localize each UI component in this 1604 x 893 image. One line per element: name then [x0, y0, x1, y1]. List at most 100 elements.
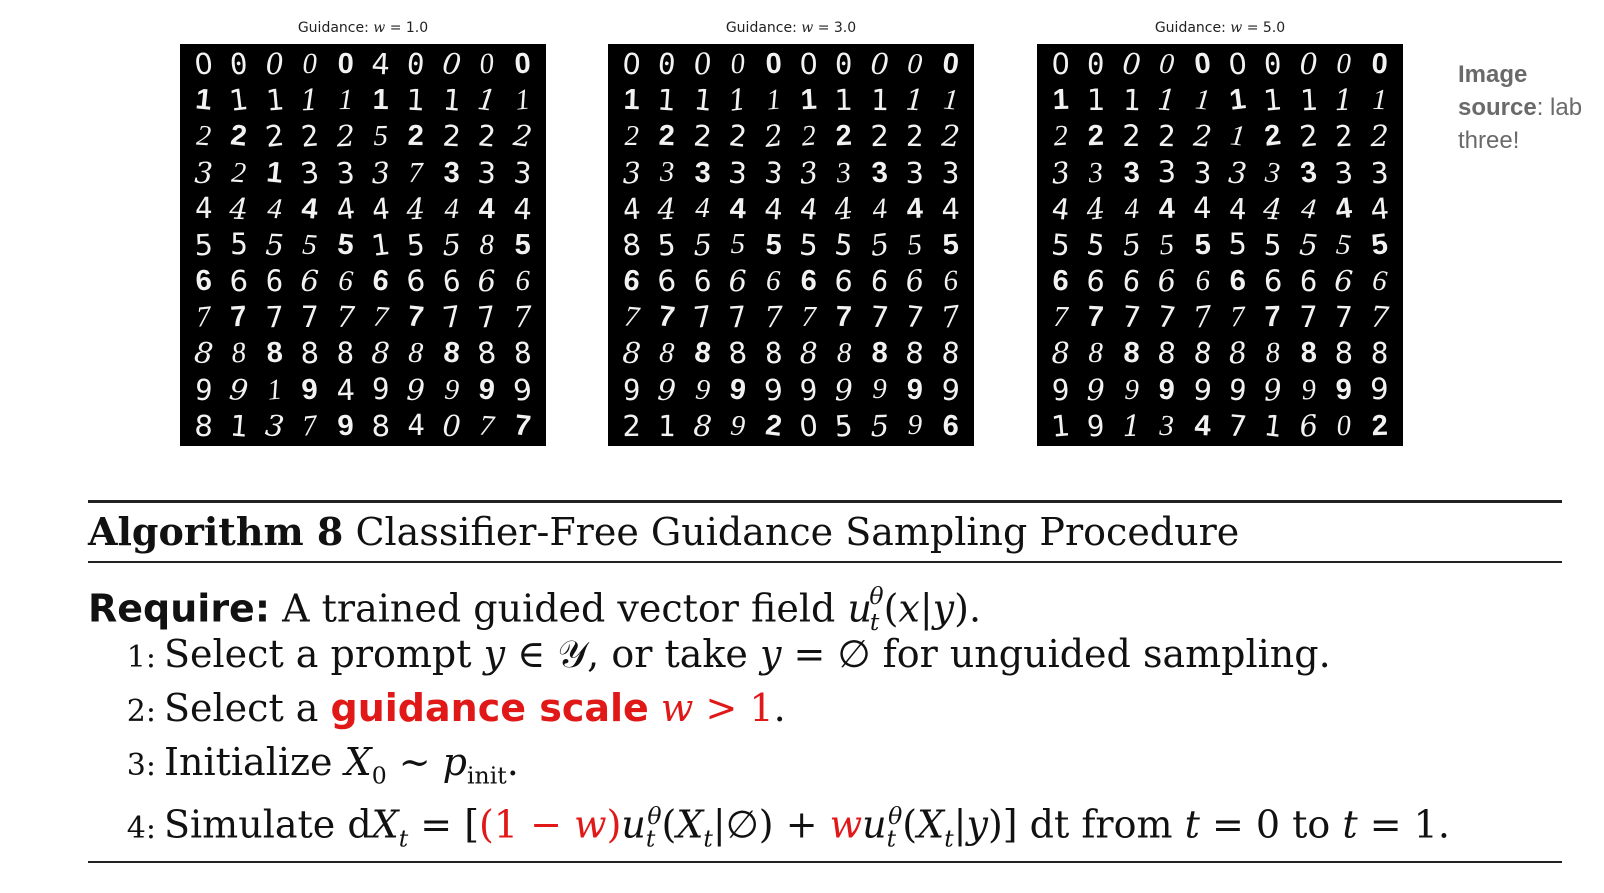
digit-sample: 7: [835, 300, 853, 334]
digit-sample: 4: [1158, 192, 1176, 225]
digit-sample: 1: [406, 82, 427, 118]
digit-sample: 3: [941, 154, 960, 190]
digit-sample: 1: [726, 81, 750, 118]
digit-sample: 1: [623, 83, 641, 117]
algorithm-step-4: 4: Simulate dXt = [(1 − w)utθ(Xt|∅) + wut…: [126, 802, 1450, 853]
algorithm-box: Algorithm 8 Classifier-Free Guidance Sam…: [88, 500, 1562, 863]
digit-sample: 1: [1193, 83, 1212, 117]
digit-sample: 9: [762, 371, 785, 408]
digit-sample: 6: [1229, 264, 1247, 297]
digit-sample: 2: [1157, 118, 1177, 154]
digit-sample: 3: [298, 154, 322, 191]
digit-sample: 6: [371, 263, 391, 298]
digit-sample: 1: [1334, 82, 1354, 117]
digit-sample: 3: [1298, 155, 1319, 189]
digit-sample: 9: [727, 372, 748, 407]
digit-sample: 7: [194, 300, 213, 334]
digit-sample: 7: [1191, 298, 1214, 335]
digit-sample: 4: [370, 46, 391, 82]
digit-sample: 4: [1193, 191, 1212, 226]
digit-sample: 0: [336, 47, 354, 80]
digit-sample: 1: [513, 83, 532, 117]
digit-sample: 7: [512, 299, 533, 335]
digit-sample: 4: [657, 191, 677, 226]
digit-sample: 6: [766, 264, 781, 297]
digit-sample: 5: [906, 227, 924, 262]
digit-sample: 6: [194, 264, 213, 298]
digit-sample: 8: [939, 335, 961, 371]
digit-sample: 1: [1371, 83, 1387, 116]
digit-sample: 2: [230, 155, 248, 189]
digit-sample: 0: [477, 46, 496, 81]
algorithm-step-2: 2: Select a guidance scale w > 1.: [126, 686, 786, 730]
digit-sample: 4: [695, 192, 710, 225]
digit-sample: 1: [228, 407, 250, 444]
digit-sample: 2: [335, 118, 356, 154]
digit-sample: 1: [1228, 119, 1247, 153]
digit-sample: 1: [475, 81, 499, 118]
digit-sample: 6: [1370, 264, 1389, 298]
digit-sample: 6: [833, 263, 855, 299]
digit-sample: 8: [479, 228, 495, 261]
digit-sample: 8: [1334, 336, 1354, 371]
digit-sample: 8: [870, 336, 889, 370]
digit-sample: 7: [869, 299, 890, 335]
digit-sample: 5: [264, 227, 285, 262]
digit-sample: 7: [264, 299, 285, 335]
digit-sample: 1: [1122, 82, 1141, 118]
digit-sample: 5: [335, 227, 356, 262]
digit-sample: 9: [1300, 372, 1317, 406]
digit-sample: 1: [1227, 82, 1248, 117]
digit-sample: 8: [192, 335, 215, 372]
digit-sample: 1: [264, 155, 285, 189]
digit-sample: 5: [1335, 227, 1353, 262]
digit-sample: 4: [194, 191, 213, 226]
digit-sample: 4: [405, 190, 427, 226]
digit-sample: 1: [265, 372, 284, 406]
algorithm-heading: Algorithm 8 Classifier-Free Guidance Sam…: [88, 509, 1240, 554]
digit-sample: 4: [1228, 191, 1248, 226]
algorithm-body: Require: A trained guided vector field u…: [88, 563, 1562, 861]
digit-sample: 3: [797, 154, 820, 191]
digit-sample: 9: [939, 371, 961, 407]
digit-sample: 5: [834, 407, 854, 443]
digit-sample: 1: [1156, 82, 1178, 118]
digit-sample: 1: [1262, 407, 1284, 444]
digit-sample: 0: [621, 45, 643, 82]
digit-sample: 4: [870, 191, 889, 225]
digit-sample: 5: [833, 226, 855, 263]
digit-sample: 1: [441, 82, 462, 118]
digit-sample: 0: [405, 45, 427, 82]
digit-sample: 5: [405, 226, 427, 263]
digit-sample: 9: [906, 372, 924, 406]
digit-sample: 4: [1299, 191, 1318, 225]
heading-rule: [88, 561, 1562, 563]
digit-sample: 7: [440, 298, 463, 335]
digit-sample: 7: [300, 408, 319, 443]
digit-sample: 6: [1085, 262, 1107, 299]
digit-sample: 6: [1263, 263, 1283, 298]
digit-sample: 7: [763, 299, 784, 335]
digit-sample: 8: [300, 335, 320, 371]
digit-sample: 7: [904, 299, 926, 335]
digit-sample: 0: [228, 45, 250, 82]
digit-sample: 8: [193, 407, 214, 443]
digit-sample: 9: [622, 372, 641, 407]
digit-sample: 1: [372, 83, 390, 116]
digit-sample: 0: [192, 45, 215, 82]
digit-sample: 8: [441, 336, 462, 370]
digit-sample: 8: [836, 337, 852, 370]
digit-sample: 7: [476, 299, 498, 335]
digit-sample: 9: [1227, 371, 1249, 408]
digit-sample: 6: [692, 263, 713, 299]
digit-sample: 1: [194, 83, 214, 117]
digit-sample: 3: [1049, 154, 1072, 190]
digit-sample: 9: [406, 371, 426, 407]
digit-sample: 8: [336, 336, 355, 371]
digit-sample: 8: [370, 408, 391, 443]
digit-sample: 6: [656, 262, 678, 299]
digit-sample: 3: [1157, 155, 1177, 190]
digit-sample: 7: [1368, 299, 1390, 335]
digit-sample: 4: [478, 192, 496, 225]
digit-sample: 6: [476, 263, 497, 299]
